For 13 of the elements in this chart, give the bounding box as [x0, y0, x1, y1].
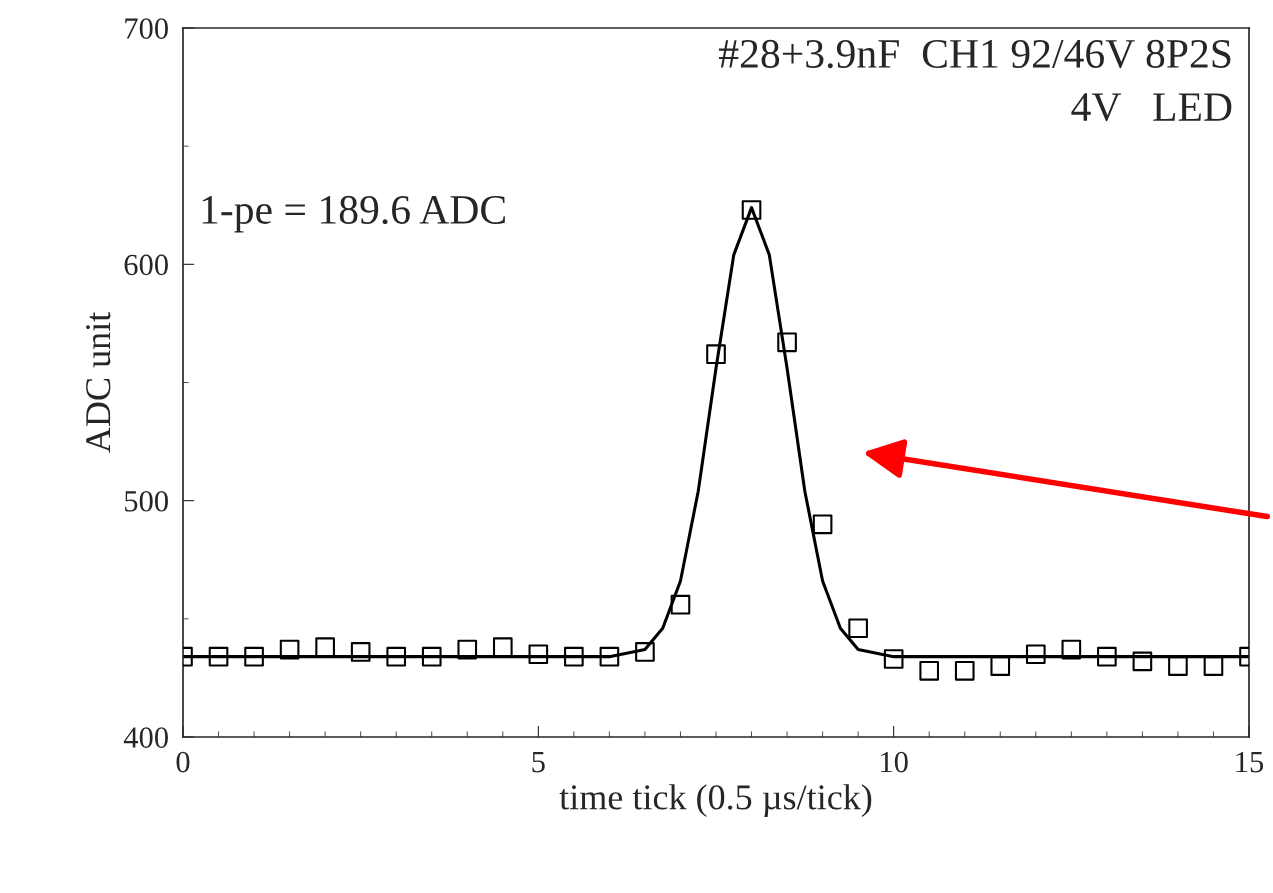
annotation: 1-pe = 189.6 ADC	[202, 195, 505, 233]
y-tick-label: 400	[123, 727, 168, 748]
annotation: 4V LED	[1071, 93, 1232, 122]
x-tick-label: 15	[1236, 751, 1264, 773]
y-axis-title: ADC unit	[86, 311, 111, 453]
y-tick-label: 500	[125, 490, 168, 512]
annotation: #28+3.9nF CH1 92/46V 8P2S	[719, 39, 1231, 69]
y-tick-label: 700	[125, 18, 168, 39]
x-tick-label: 5	[532, 752, 545, 773]
x-tick-label: 0	[176, 751, 190, 773]
x-tick-label: 10	[881, 751, 908, 773]
x-axis-title: time tick (0.5 µs/tick)	[559, 784, 872, 817]
y-tick-label: 600	[124, 254, 168, 276]
